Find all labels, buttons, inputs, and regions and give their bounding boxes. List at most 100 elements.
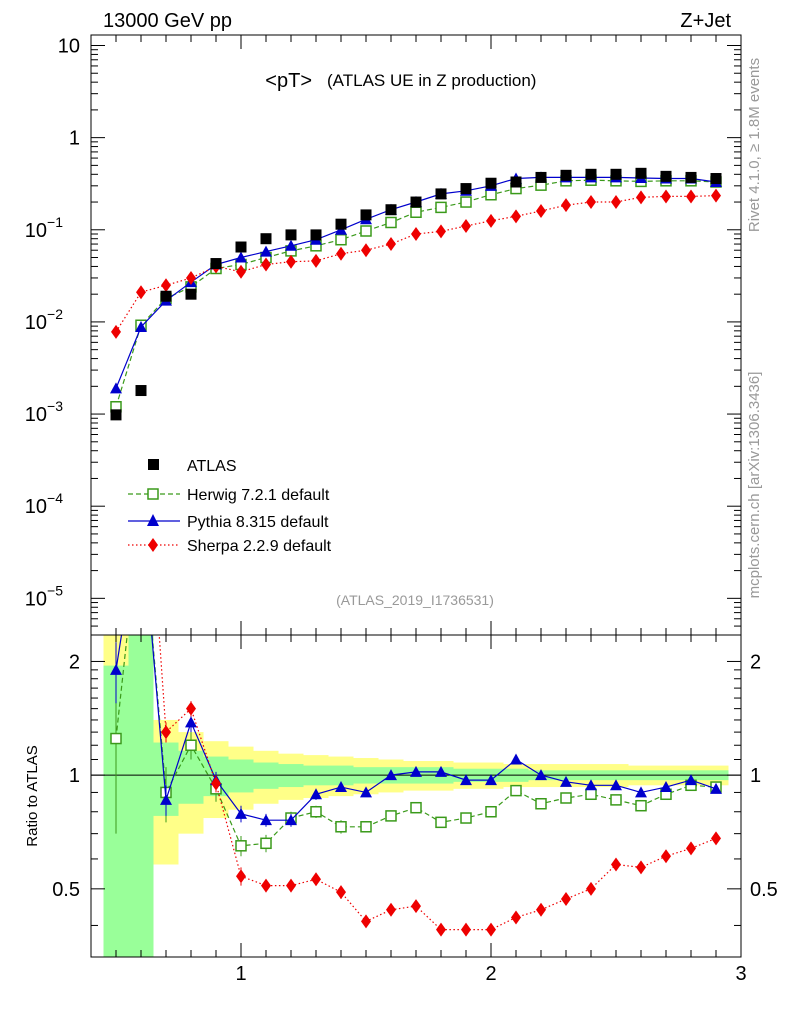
ratio-point-pythia	[685, 774, 697, 786]
main-point-atlas	[460, 183, 472, 195]
main-point-atlas	[135, 385, 147, 397]
main-point-atlas	[685, 171, 697, 183]
analysis-watermark: (ATLAS_2019_I1736531)	[336, 592, 494, 608]
main-point-sherpa	[261, 257, 271, 272]
ratio-point-pythia	[310, 788, 322, 800]
ratio-band-inner	[128, 635, 154, 957]
main-point-sherpa	[386, 237, 396, 252]
main-point-atlas	[360, 209, 372, 221]
main-point-atlas	[160, 290, 172, 302]
ratio-point-herwig	[110, 732, 122, 745]
ratio-point-herwig	[610, 794, 622, 806]
legend-label-pythia: Pythia 8.315 default	[187, 514, 329, 531]
ratio-point-sherpa	[486, 922, 496, 937]
ratio-point-pythia	[710, 782, 722, 794]
ratio-point-sherpa	[336, 885, 346, 900]
ratio-point-herwig	[635, 799, 647, 812]
main-point-sherpa	[111, 324, 121, 339]
main-point-sherpa	[561, 198, 571, 213]
ratio-point-pythia	[585, 779, 597, 791]
ratio-point-pythia	[235, 807, 247, 819]
ratio-point-herwig	[385, 810, 397, 822]
main-point-atlas	[710, 173, 722, 185]
ratio-point-sherpa	[586, 881, 596, 896]
ratio-point-sherpa	[686, 841, 696, 856]
ratio-point-herwig	[185, 739, 197, 751]
ratio-point-herwig	[485, 805, 497, 818]
ratio-point-herwig	[535, 797, 547, 810]
ratio-y-tick-label-right: 0.5	[750, 879, 778, 901]
ratio-point-pythia	[460, 774, 472, 786]
ratio-x-tick-label: 2	[485, 963, 496, 985]
ratio-point-sherpa	[436, 922, 446, 937]
ratio-y-tick-label-left: 0.5	[52, 879, 80, 901]
main-point-atlas	[560, 169, 572, 181]
ratio-y-axis-label: Ratio to ATLAS	[24, 745, 41, 846]
ratio-point-sherpa	[361, 914, 371, 929]
ratio-point-sherpa	[561, 891, 571, 906]
main-point-atlas	[110, 409, 122, 421]
ratio-y-tick-label-left: 1	[69, 765, 80, 787]
main-point-atlas	[260, 233, 272, 245]
main-point-herwig	[410, 206, 422, 218]
main-point-sherpa	[486, 213, 496, 228]
ratio-panel: 2 2 1 1 0.5 0.5 1 2 3 Ratio to ATLAS	[24, 634, 778, 985]
legend-marker-herwig	[147, 488, 159, 500]
ratio-point-sherpa	[511, 910, 521, 925]
header-process-label: Z+Jet	[680, 10, 731, 32]
main-point-atlas	[510, 176, 522, 188]
main-point-sherpa	[136, 285, 146, 300]
main-point-atlas	[335, 218, 347, 230]
main-point-atlas	[385, 204, 397, 216]
ratio-point-pythia	[360, 786, 372, 798]
mcplots-source-label: mcplots.cern.ch [arXiv:1306.3436]	[746, 372, 763, 599]
ratio-point-sherpa	[286, 878, 296, 893]
main-point-sherpa	[411, 226, 421, 241]
main-point-herwig	[385, 216, 397, 229]
ratio-band-inner	[253, 762, 279, 789]
header-energy-label: 13000 GeV pp	[103, 10, 232, 32]
legend-marker-pythia	[147, 514, 159, 526]
legend: ATLAS Herwig 7.2.1 default Pythia 8.315 …	[128, 458, 332, 555]
main-point-atlas	[610, 168, 622, 180]
main-point-herwig	[335, 233, 347, 246]
main-point-sherpa	[661, 189, 671, 204]
ratio-point-herwig	[235, 840, 247, 852]
main-point-sherpa	[711, 188, 721, 203]
main-point-herwig	[485, 188, 497, 201]
ratio-band-inner	[228, 759, 254, 793]
ratio-point-pythia	[435, 765, 447, 777]
ratio-point-sherpa	[636, 860, 646, 875]
main-point-sherpa	[161, 278, 171, 293]
ratio-point-pythia	[635, 786, 647, 798]
ratio-y-tick-label-left: 2	[69, 651, 80, 673]
ratio-point-pythia	[160, 793, 172, 805]
ratio-point-pythia	[560, 775, 572, 787]
ratio-point-sherpa	[311, 872, 321, 887]
ratio-point-sherpa	[536, 902, 546, 917]
main-point-atlas	[535, 171, 547, 183]
plot-title: <pT>	[265, 70, 312, 92]
legend-label-herwig: Herwig 7.2.1 default	[187, 487, 330, 504]
ratio-point-sherpa	[211, 776, 221, 791]
rivet-version-label: Rivet 4.1.0, ≥ 1.8M events	[746, 58, 763, 232]
ratio-point-pythia	[185, 716, 197, 728]
ratio-point-sherpa	[261, 878, 271, 893]
main-point-atlas	[210, 258, 222, 270]
ratio-point-herwig	[585, 788, 597, 801]
ratio-point-sherpa	[611, 857, 621, 872]
ratio-point-pythia	[260, 814, 272, 826]
main-point-sherpa	[436, 224, 446, 239]
ratio-point-sherpa	[411, 899, 421, 914]
main-point-pythia	[235, 251, 247, 263]
ratio-point-sherpa	[161, 725, 171, 740]
main-point-atlas	[660, 170, 672, 182]
ratio-point-herwig	[360, 821, 372, 833]
ratio-point-herwig	[335, 821, 347, 833]
ratio-data-layer	[110, 635, 722, 937]
ratio-point-sherpa	[186, 701, 196, 716]
ratio-point-pythia	[285, 814, 297, 826]
main-point-atlas	[310, 229, 322, 241]
main-point-pythia	[135, 321, 147, 333]
ratio-point-herwig	[460, 812, 472, 824]
